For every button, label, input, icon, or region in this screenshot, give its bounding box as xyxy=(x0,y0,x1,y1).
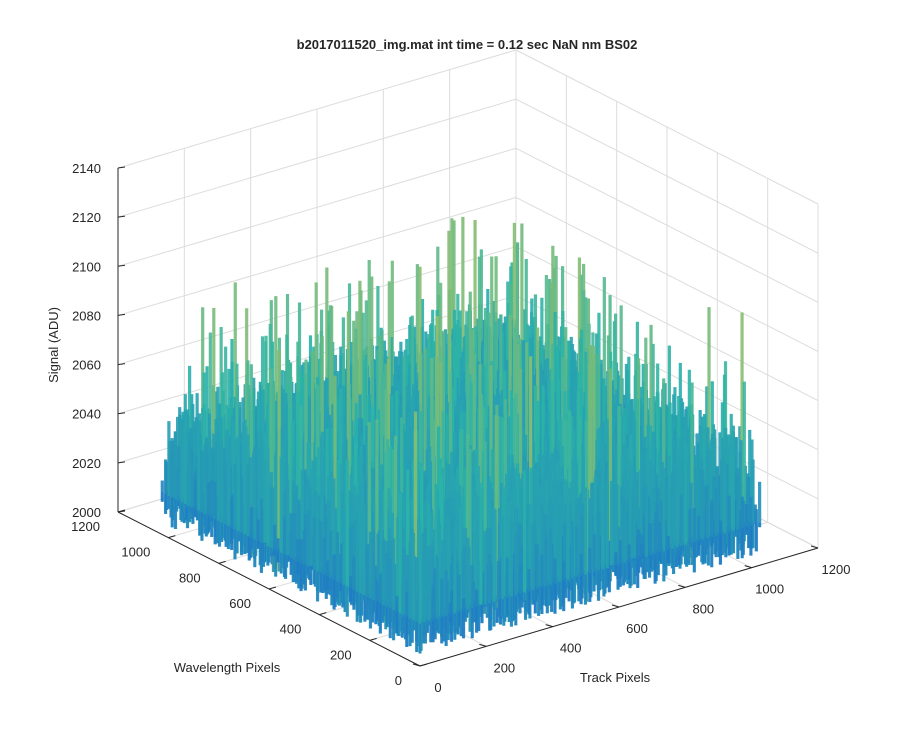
grid-line xyxy=(515,246,819,402)
grid-line xyxy=(515,147,819,303)
grid-line xyxy=(117,196,517,316)
chart-title: b2017011520_img.mat int time = 0.12 sec … xyxy=(297,37,638,52)
grid-line xyxy=(515,49,819,205)
grid-line xyxy=(117,49,517,169)
grid-line xyxy=(117,147,517,267)
surface-mesh xyxy=(160,216,762,654)
grid-line xyxy=(117,98,517,218)
grid-line xyxy=(515,295,819,451)
grid-line xyxy=(515,196,819,352)
grid-line xyxy=(515,98,819,254)
